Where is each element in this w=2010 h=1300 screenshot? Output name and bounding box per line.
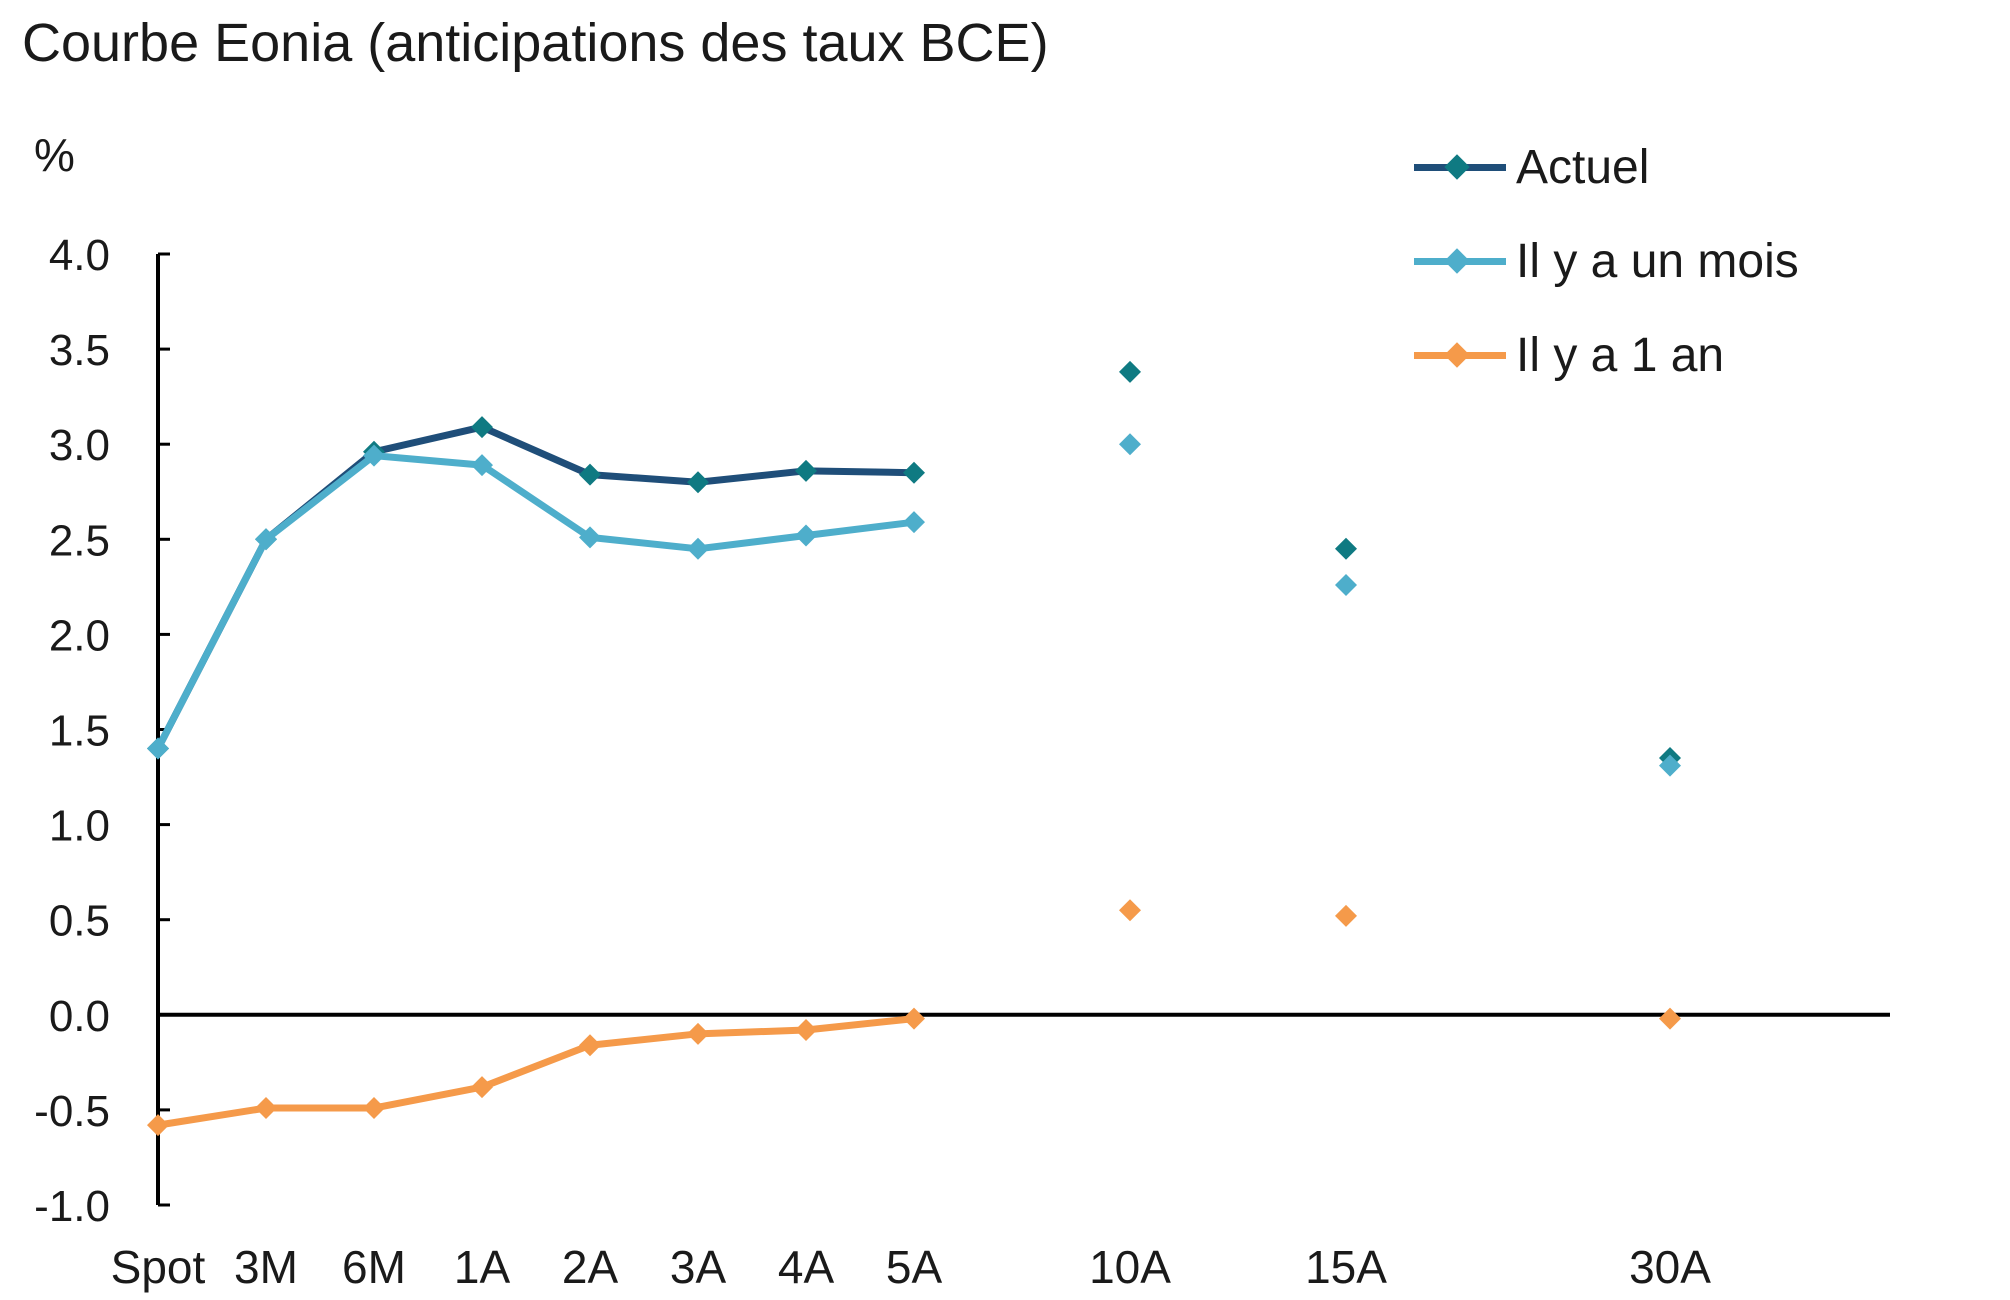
x-tick-label: 4A [778,1241,835,1293]
y-tick-label: 2.5 [49,516,110,565]
series-0-point [1335,537,1357,560]
series-1-point [687,537,709,560]
x-tick-label: 10A [1089,1241,1171,1293]
y-tick-label: 1.0 [49,802,110,851]
x-tick-label: 15A [1305,1241,1387,1293]
series-1-point [1119,433,1141,456]
series-2-point [147,1114,169,1137]
y-tick-label: 0.0 [49,992,110,1041]
series-2-point [1119,899,1141,922]
legend-label-actuel: Actuel [1516,140,1650,194]
legend-swatch-actuel [1410,147,1510,187]
series-1-point [1659,754,1681,777]
legend-label-il-y-a-1-an: Il y a 1 an [1516,328,1725,382]
series-0-point [1119,360,1141,383]
series-line-2 [157,1015,915,1129]
series-line-1 [154,452,915,751]
legend-swatch-il-y-a-1-an [1410,335,1510,375]
series-2-point [363,1096,385,1119]
series-0-point [579,463,601,486]
series-0-point [903,461,925,484]
series-0-point [687,471,709,494]
x-tick-label: 5A [886,1241,943,1293]
series-2-point [579,1034,601,1057]
series-1-point [363,444,385,467]
y-tick-label: -1.0 [34,1182,110,1231]
series-2-point [1659,1007,1681,1030]
legend-item-actuel: Actuel [1410,120,1799,214]
x-tick-label: 3M [234,1241,298,1293]
series-1-point [147,737,169,760]
y-tick-label: 4.0 [49,231,110,280]
series-1-point [795,524,817,547]
series-2-point [471,1076,493,1099]
y-tick-label: 1.5 [49,707,110,756]
y-tick-label: 2.0 [49,611,110,660]
series-2-point [255,1096,277,1119]
chart-legend: Actuel Il y a un mois Il y a 1 an [1410,120,1799,402]
series-0-point [795,459,817,482]
series-2-point [903,1007,925,1030]
series-0-point [471,416,493,439]
x-tick-label: 30A [1629,1241,1711,1293]
legend-item-il-y-a-un-mois: Il y a un mois [1410,214,1799,308]
x-tick-label: Spot [111,1241,206,1293]
y-tick-label: -0.5 [34,1087,110,1136]
series-1-point [255,528,277,551]
x-tick-label: 3A [670,1241,727,1293]
y-tick-label: 3.0 [49,421,110,470]
y-axis-unit-label: % [34,129,75,181]
legend-label-il-y-a-un-mois: Il y a un mois [1516,234,1799,288]
series-1-point [579,526,601,549]
legend-item-il-y-a-1-an: Il y a 1 an [1410,308,1799,402]
x-tick-label: 1A [454,1241,511,1293]
y-tick-label: 3.5 [49,326,110,375]
series-1-point [471,454,493,477]
series-2-point [795,1019,817,1042]
series-2-point [687,1022,709,1045]
series-1-point [903,511,925,534]
chart-title: Courbe Eonia (anticipations des taux BCE… [22,13,1049,73]
series-2-point [1335,904,1357,927]
x-tick-label: 2A [562,1241,619,1293]
x-tick-label: 6M [342,1241,406,1293]
y-tick-label: 0.5 [49,897,110,946]
series-1-point [1335,573,1357,596]
legend-swatch-il-y-a-un-mois [1410,241,1510,281]
